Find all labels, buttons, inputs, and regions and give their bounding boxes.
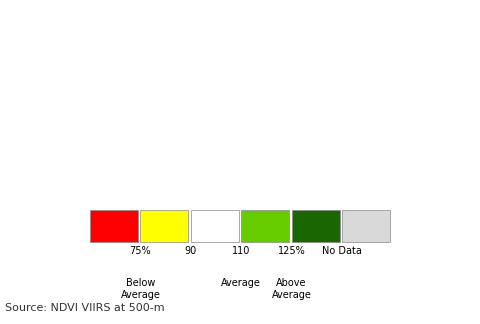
Bar: [241, 210, 289, 242]
Bar: [191, 210, 239, 242]
Text: 125%: 125%: [278, 246, 305, 256]
Text: Above
Average: Above Average: [272, 278, 312, 300]
Bar: [291, 210, 339, 242]
Text: Source: NDVI VIIRS at 500-m: Source: NDVI VIIRS at 500-m: [5, 303, 165, 313]
Bar: [90, 210, 138, 242]
Text: 90: 90: [185, 246, 197, 256]
Text: Average: Average: [221, 278, 261, 288]
Text: 75%: 75%: [130, 246, 151, 256]
Bar: [140, 210, 188, 242]
Bar: [342, 210, 390, 242]
Text: 110: 110: [232, 246, 251, 256]
Text: No Data: No Data: [322, 246, 362, 256]
Text: Below
Average: Below Average: [120, 278, 160, 300]
